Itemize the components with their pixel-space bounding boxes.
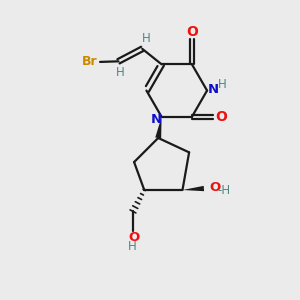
Polygon shape xyxy=(182,186,204,191)
Text: N: N xyxy=(208,82,219,96)
Text: H: H xyxy=(128,240,137,253)
Text: O: O xyxy=(186,26,198,40)
Polygon shape xyxy=(155,117,162,138)
Text: O: O xyxy=(128,231,140,244)
Text: H: H xyxy=(116,66,124,79)
Text: N: N xyxy=(151,113,162,126)
Text: -H: -H xyxy=(218,184,231,197)
Text: H: H xyxy=(218,77,227,91)
Text: Br: Br xyxy=(82,55,98,68)
Text: O: O xyxy=(209,182,220,194)
Text: O: O xyxy=(215,110,227,124)
Text: H: H xyxy=(142,32,150,45)
